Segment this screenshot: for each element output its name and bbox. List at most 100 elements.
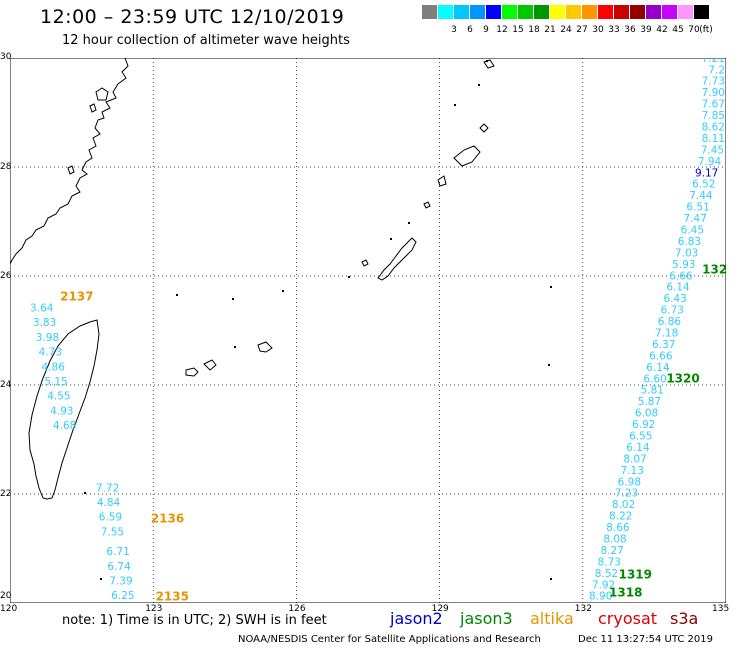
wave-height-value: 6.73	[661, 305, 684, 317]
wave-height-value: 4.86	[42, 361, 66, 373]
wave-height-value: 5.15	[44, 376, 67, 388]
wave-height-value: 6.98	[618, 476, 641, 488]
units-note: note: 1) Time is in UTC; 2) SWH is in fe…	[62, 613, 327, 628]
wave-height-value: 6.51	[686, 202, 709, 214]
generation-timestamp: Dec 11 13:27:54 UTC 2019	[578, 634, 713, 645]
latitude-tick-label: 20	[0, 591, 12, 601]
satellite-altika-label: altika	[530, 609, 574, 628]
okinoerabu	[423, 201, 431, 209]
wave-height-map: 3.64 3.83 3.98 4.73 4.86 5.15 4.55 4.93 4.68 7.72…	[10, 58, 726, 603]
wave-height-value: 7.72	[96, 482, 119, 494]
island-dot	[486, 60, 488, 62]
island-dot	[454, 104, 456, 106]
tokunoshima	[437, 175, 447, 187]
legend-label: 18	[528, 25, 540, 35]
legend-label: 42	[656, 25, 668, 35]
island-dot	[548, 364, 550, 366]
map-frame	[10, 58, 726, 603]
china-island-1	[95, 87, 109, 101]
yaeyama-island-1	[185, 367, 199, 377]
credit-line: NOAA/NESDIS Center for Satellite Applica…	[238, 634, 541, 645]
wave-height-value: 4.73	[39, 347, 62, 359]
legend-swatch	[694, 5, 709, 19]
wave-height-value: 6.86	[658, 316, 682, 328]
wave-height-value: 5.93	[672, 259, 695, 271]
wave-height-value: 7.21	[702, 58, 725, 65]
wave-height-value: 7.39	[109, 575, 132, 587]
legend-swatch	[598, 5, 613, 19]
longitude-tick-label: 123	[145, 604, 163, 614]
map-grid	[10, 58, 726, 603]
wave-height-value: 8.02	[612, 499, 635, 511]
legend-label: 27	[576, 25, 588, 35]
latitude-tick-label: 24	[0, 380, 12, 390]
wave-height-value: 7.94	[698, 156, 722, 168]
legend-swatch	[630, 5, 645, 19]
satellite-s3a-label: s3a	[670, 609, 699, 628]
wave-height-value: 4.55	[47, 391, 70, 403]
wave-height-value: 6.08	[635, 408, 658, 420]
legend-swatch	[646, 5, 661, 19]
longitude-tick-label: 129	[431, 604, 449, 614]
wave-height-value: 4.84	[97, 497, 121, 509]
legend-swatch	[470, 5, 485, 19]
island-dot	[478, 84, 480, 86]
legend-swatch	[502, 5, 517, 19]
legend-label: 3	[451, 25, 457, 35]
longitude-tick-label: 135	[712, 604, 730, 614]
legend-label: 39	[640, 25, 652, 35]
wave-height-value: 6.45	[681, 224, 704, 236]
yaeyama-island-2	[203, 359, 217, 371]
china-island-2	[89, 103, 97, 113]
amami-island	[453, 145, 481, 167]
kerama-island	[361, 259, 369, 267]
wave-height-value: 7.18	[655, 327, 678, 339]
wave-height-value: 6.66	[669, 270, 693, 282]
wave-height-value: 6.60	[643, 373, 666, 385]
wave-height-value: 6.59	[99, 512, 122, 524]
wave-height-value: 8.22	[609, 511, 632, 523]
satellite-jason2-label: jason2	[390, 609, 443, 628]
wave-height-value: 8.08	[603, 534, 626, 546]
legend-swatch	[438, 5, 453, 19]
wave-height-value: 8.07	[623, 453, 646, 465]
wave-height-value: 7.2	[708, 64, 725, 76]
legend-swatch	[582, 5, 597, 19]
wave-height-value: 3.64	[30, 302, 54, 314]
wave-height-value: 7.47	[684, 213, 707, 225]
wave-height-value: 3.98	[36, 332, 59, 344]
wave-height-value: 9.17	[695, 167, 718, 179]
legend-label: 33	[608, 25, 620, 35]
pass-time-label: 1318	[609, 585, 642, 599]
legend-label: 24	[560, 25, 572, 35]
wave-height-value: 8.62	[702, 121, 725, 133]
wave-height-value: 6.14	[626, 442, 650, 454]
legend-swatch	[486, 5, 501, 19]
altimeter-tracks: 3.64 3.83 3.98 4.73 4.86 5.15 4.55 4.93 4.68 7.72…	[30, 58, 725, 603]
wave-height-value: 7.23	[615, 488, 638, 500]
longitude-tick-label: 120	[0, 604, 18, 614]
wave-height-value: 5.87	[638, 396, 661, 408]
okinawa-island	[377, 237, 417, 281]
latitude-tick-label: 30	[0, 52, 12, 62]
taiwan-coastline	[28, 319, 100, 500]
island-dot	[176, 294, 178, 296]
island-dot	[348, 276, 350, 278]
island-dot	[234, 346, 236, 348]
wave-height-value: 6.55	[629, 431, 652, 443]
pass-time-label: 2137	[60, 290, 93, 304]
wave-height-value: 8.52	[595, 568, 618, 580]
legend-swatch	[678, 5, 693, 19]
small-islands	[84, 60, 552, 580]
legend-swatch	[534, 5, 549, 19]
miyako-island	[257, 341, 273, 353]
island-dot	[550, 286, 552, 288]
wave-height-value: 6.43	[663, 293, 686, 305]
wave-height-value: 7.03	[675, 247, 698, 259]
legend-label: 36	[624, 25, 636, 35]
wave-height-value: 4.68	[53, 420, 76, 432]
kikai-island	[479, 123, 489, 133]
island-dot	[100, 578, 102, 580]
satellite-cryosat-label: cryosat	[598, 609, 658, 628]
wave-height-value: 5.81	[641, 385, 664, 397]
